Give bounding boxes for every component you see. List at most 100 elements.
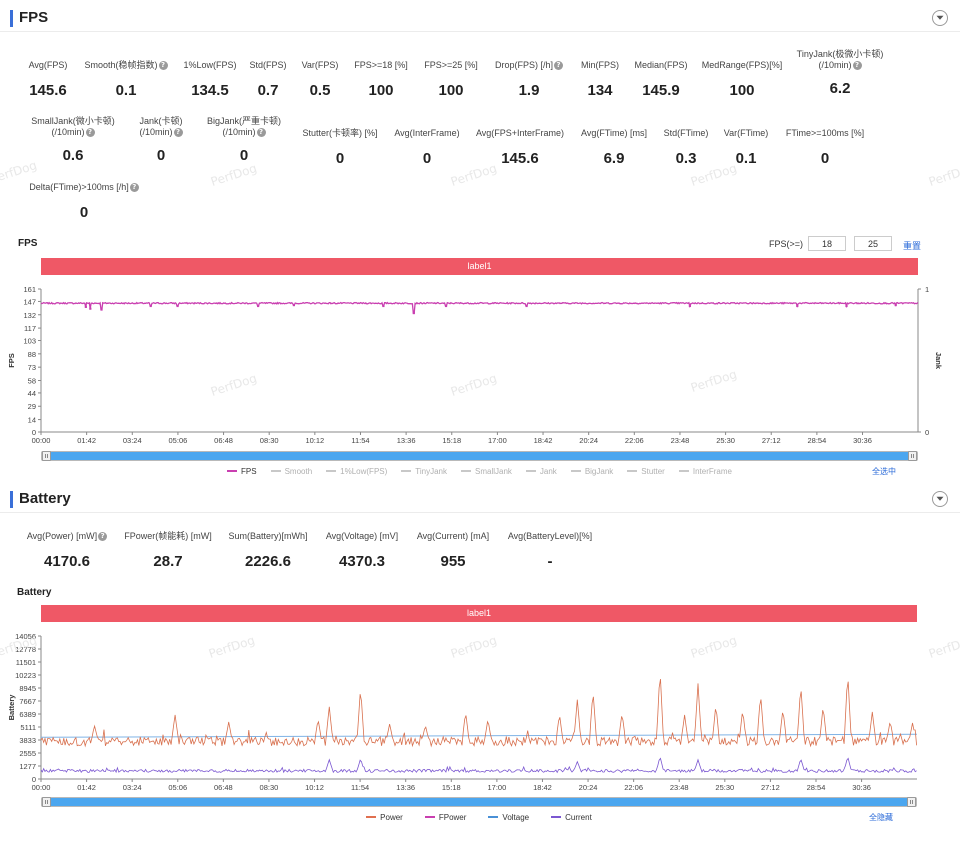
metric-tile: Jank(卡顿) (/10min)? 0 xyxy=(91,116,231,164)
help-icon[interactable]: ? xyxy=(98,532,108,542)
fps-slider-left-handle[interactable] xyxy=(42,451,51,461)
x-tick-label: 20:24 xyxy=(579,436,598,445)
battery-legend: Power FPower Voltage Current xyxy=(41,811,917,823)
metric-value: 100 xyxy=(729,82,755,99)
legend-item-1-low-fps-[interactable]: 1%Low(FPS) xyxy=(326,467,387,476)
x-tick-label: 08:30 xyxy=(260,783,279,792)
battery-slider-left-handle[interactable] xyxy=(42,797,51,807)
x-tick-label: 28:54 xyxy=(807,436,826,445)
fps-dip-point xyxy=(444,304,448,308)
y-tick-label: 5111 xyxy=(20,723,36,732)
help-icon[interactable]: ? xyxy=(852,61,862,71)
metric-label: MedRange(FPS)[%] xyxy=(701,60,783,70)
y-axis-title: Battery xyxy=(7,694,16,721)
y-tick-label: 132 xyxy=(23,311,36,320)
legend-item-current[interactable]: Current xyxy=(551,813,592,822)
metric-tile: 1%Low(FPS) 134.5 xyxy=(140,60,280,99)
legend-item-stutter[interactable]: Stutter xyxy=(627,467,665,476)
metric-tile: Delta(FTime)>100ms [/h]? 0 xyxy=(14,182,154,221)
help-icon[interactable]: ? xyxy=(129,183,139,193)
x-tick-label: 00:00 xyxy=(32,783,51,792)
y-tick-label: 103 xyxy=(23,337,36,346)
metric-label: 1%Low(FPS) xyxy=(183,60,237,70)
legend-item-interframe[interactable]: InterFrame xyxy=(678,467,732,476)
y-axis-title: FPS xyxy=(7,353,16,368)
help-icon[interactable]: ? xyxy=(85,128,95,138)
metric-label: Stutter(卡顿率) [%] xyxy=(302,128,378,138)
help-icon[interactable]: ? xyxy=(256,128,266,138)
battery-collapse-button[interactable] xyxy=(932,491,948,507)
metric-tile: SmallJank(微小卡顿) (/10min)? 0.6 xyxy=(3,116,143,164)
legend-item-fpower[interactable]: FPower xyxy=(424,813,466,822)
legend-item-tinyjank[interactable]: TinyJank xyxy=(401,467,447,476)
y-tick-label: 88 xyxy=(28,350,36,359)
fps-legend: FPS Smooth 1%Low(FPS) TinyJank SmallJank Jank… xyxy=(41,465,918,477)
metric-label: BigJank(严重卡顿) (/10min)? xyxy=(206,116,281,138)
fps-dip-point xyxy=(688,304,692,308)
legend-swatch xyxy=(525,470,536,472)
metric-tile: Avg(Voltage) [mV] 4370.3 xyxy=(292,531,432,570)
legend-item-smalljank[interactable]: SmallJank xyxy=(461,467,512,476)
metric-value: - xyxy=(547,553,553,570)
legend-swatch xyxy=(424,816,435,818)
legend-swatch xyxy=(488,816,499,818)
metric-value: 134 xyxy=(587,82,613,99)
metric-tile: BigJank(严重卡顿) (/10min)? 0 xyxy=(174,116,314,164)
battery-label-bar: label1 xyxy=(41,605,917,622)
legend-swatch xyxy=(461,470,471,472)
metric-label: Var(FPS) xyxy=(301,60,339,70)
fps-threshold-input-2[interactable] xyxy=(854,236,892,251)
fps-collapse-button[interactable] xyxy=(932,10,948,26)
x-tick-label: 30:36 xyxy=(852,783,871,792)
x-tick-label: 01:42 xyxy=(77,783,96,792)
metric-label: Jank(卡顿) (/10min)? xyxy=(139,116,183,138)
x-tick-label: 30:36 xyxy=(853,436,872,445)
battery-section-title: Battery xyxy=(19,490,71,507)
metric-value: 0.1 xyxy=(115,82,137,99)
metric-label: Min(FPS) xyxy=(581,60,619,70)
legend-swatch xyxy=(627,470,638,472)
voltage-series-line xyxy=(40,733,918,738)
legend-item-bigjank[interactable]: BigJank xyxy=(570,467,613,476)
metric-value: 0 xyxy=(156,147,166,164)
legend-item-jank[interactable]: Jank xyxy=(525,467,557,476)
fps-range-slider[interactable] xyxy=(41,451,918,461)
metric-value: 4170.6 xyxy=(44,553,90,570)
help-icon[interactable]: ? xyxy=(173,128,183,138)
metric-tile: FTime>=100ms [%] 0 xyxy=(755,128,895,167)
y-tick-label: 12778 xyxy=(15,645,36,654)
help-icon[interactable]: ? xyxy=(158,61,168,71)
legend-item-voltage[interactable]: Voltage xyxy=(488,813,529,822)
legend-item-fps[interactable]: FPS xyxy=(227,467,257,476)
metric-value: 2226.6 xyxy=(245,553,291,570)
fps-select-all[interactable]: 全选中 xyxy=(872,467,896,476)
battery-hide-all[interactable]: 全隐藏 xyxy=(869,813,893,822)
metric-label: Sum(Battery)[mWh] xyxy=(228,531,308,541)
legend-item-smooth[interactable]: Smooth xyxy=(270,467,312,476)
x-tick-label: 10:12 xyxy=(305,436,324,445)
metric-value: 0 xyxy=(239,147,249,164)
battery-range-slider[interactable] xyxy=(41,797,917,807)
metric-tile: Std(FTime) 0.3 xyxy=(616,128,756,167)
fps-threshold-input-1[interactable] xyxy=(808,236,846,251)
x-tick-label: 28:54 xyxy=(807,783,826,792)
battery-slider-right-handle[interactable] xyxy=(907,797,916,807)
x-tick-label: 13:36 xyxy=(397,436,416,445)
fps-dip-point xyxy=(796,304,799,308)
metric-tile: MedRange(FPS)[%] 100 xyxy=(672,60,812,99)
x-tick-label: 25:30 xyxy=(715,783,734,792)
x-tick-label: 00:00 xyxy=(32,436,51,445)
fps-slider-right-handle[interactable] xyxy=(908,451,917,461)
y-tick-label: 161 xyxy=(23,285,36,294)
watermark: PerfDog xyxy=(209,160,259,190)
help-icon[interactable]: ? xyxy=(554,61,563,71)
fps-chart-title: FPS xyxy=(18,238,38,249)
metric-tile: Avg(FPS+InterFrame) 145.6 xyxy=(450,128,590,167)
metric-label: SmallJank(微小卡顿) (/10min)? xyxy=(31,116,115,138)
x-tick-label: 03:24 xyxy=(123,436,142,445)
fps-reset-link[interactable]: 重置 xyxy=(903,241,922,251)
metric-tile: Min(FPS) 134 xyxy=(530,60,670,99)
legend-item-power[interactable]: Power xyxy=(366,813,403,822)
metric-value: 100 xyxy=(438,82,464,99)
